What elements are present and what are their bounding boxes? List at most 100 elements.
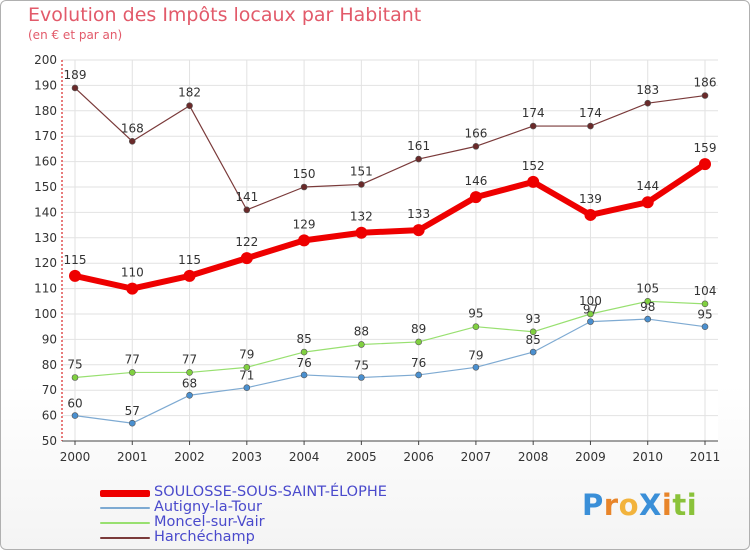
chart-title: Evolution des Impôts locaux par Habitant <box>28 4 422 26</box>
data-point <box>128 137 136 145</box>
y-tick-label: 150 <box>34 180 57 194</box>
data-point <box>412 224 425 237</box>
data-label: 168 <box>121 121 144 135</box>
data-point <box>71 374 79 381</box>
logo-letter: P <box>582 488 604 522</box>
data-label: 166 <box>464 126 487 140</box>
data-point <box>71 412 79 419</box>
data-label: 71 <box>239 369 254 383</box>
plot-area <box>62 60 718 441</box>
data-label: 68 <box>182 376 197 390</box>
logo-letter: o <box>618 488 640 522</box>
data-label: 151 <box>350 164 373 178</box>
data-point <box>527 175 540 188</box>
data-point <box>186 102 193 110</box>
data-point <box>644 297 652 305</box>
data-label: 115 <box>64 253 87 267</box>
data-point <box>300 348 308 356</box>
data-point <box>300 183 308 191</box>
data-point <box>243 364 251 371</box>
data-label: 182 <box>178 86 201 100</box>
data-label: 89 <box>411 322 426 336</box>
series-line <box>74 300 706 379</box>
legend-item: SOULOSSE-SOUS-SAINT-ÉLOPHE <box>100 484 500 501</box>
y-tick-label: 50 <box>42 434 57 448</box>
data-label: 115 <box>178 253 201 267</box>
data-point <box>126 282 139 295</box>
data-label: 186 <box>694 76 717 90</box>
data-label: 146 <box>464 174 487 188</box>
data-point <box>358 181 365 188</box>
data-point <box>587 310 594 318</box>
data-point <box>529 328 537 336</box>
x-tick-label: 2011 <box>690 450 721 464</box>
y-tick-label: 110 <box>34 282 57 296</box>
data-point <box>300 371 308 379</box>
data-point <box>183 269 196 282</box>
data-label: 150 <box>293 167 316 181</box>
data-label: 76 <box>296 356 311 370</box>
data-point <box>701 323 709 331</box>
data-point <box>587 318 594 325</box>
data-point <box>298 234 311 247</box>
legend-swatch <box>100 507 150 509</box>
legend-label: Autigny-la-Tour <box>154 499 263 515</box>
data-point <box>472 364 480 371</box>
y-tick-label: 200 <box>34 53 57 67</box>
data-point <box>186 391 193 399</box>
data-point <box>358 374 365 381</box>
data-point <box>69 269 81 282</box>
data-label: 189 <box>64 68 87 82</box>
data-label: 77 <box>182 352 197 366</box>
data-point <box>699 158 711 171</box>
chart-subtitle: (en € et par an) <box>28 28 123 42</box>
x-tick-label: 2000 <box>60 450 91 464</box>
data-point <box>243 384 251 391</box>
y-tick-label: 160 <box>34 155 57 169</box>
data-label: 122 <box>235 235 258 249</box>
y-tick-label: 130 <box>34 231 57 245</box>
data-label: 95 <box>468 307 483 321</box>
data-label: 133 <box>407 207 430 221</box>
data-label: 174 <box>579 106 602 120</box>
x-tick-label: 2003 <box>232 450 263 464</box>
data-label: 161 <box>407 139 430 153</box>
data-label: 75 <box>354 359 369 373</box>
y-tick-label: 170 <box>34 129 57 143</box>
legend-swatch <box>100 490 150 497</box>
data-point <box>355 226 368 239</box>
x-tick-label: 2005 <box>346 450 377 464</box>
data-point <box>587 122 594 130</box>
logo-letter: t <box>672 488 687 522</box>
data-label: 100 <box>579 294 602 308</box>
series-line <box>74 318 706 424</box>
legend-label: Harchéchamp <box>154 529 255 545</box>
y-tick-label: 90 <box>42 332 57 346</box>
x-tick-label: 2007 <box>461 450 492 464</box>
data-label: 75 <box>67 358 82 372</box>
data-label: 79 <box>239 347 254 361</box>
data-label: 104 <box>694 284 717 298</box>
data-label: 105 <box>636 281 659 295</box>
x-tick-label: 2008 <box>518 450 549 464</box>
data-point <box>584 208 597 221</box>
series-line <box>72 161 708 292</box>
data-point <box>472 143 480 150</box>
y-tick-label: 180 <box>34 104 57 118</box>
y-tick-label: 80 <box>42 358 57 372</box>
y-tick-label: 190 <box>34 78 57 92</box>
data-label: 85 <box>296 332 311 346</box>
data-label: 95 <box>697 308 712 322</box>
data-label: 144 <box>636 179 659 193</box>
data-label: 97 <box>583 303 598 317</box>
data-label: 93 <box>526 312 541 326</box>
proxiti-logo: ProXiti <box>582 488 697 522</box>
x-tick-label: 2010 <box>632 450 663 464</box>
data-label: 88 <box>354 324 369 338</box>
y-tick-label: 140 <box>34 205 57 219</box>
data-point <box>358 341 365 348</box>
data-point <box>529 122 537 130</box>
data-point <box>128 419 136 427</box>
logo-letter: r <box>603 488 619 522</box>
